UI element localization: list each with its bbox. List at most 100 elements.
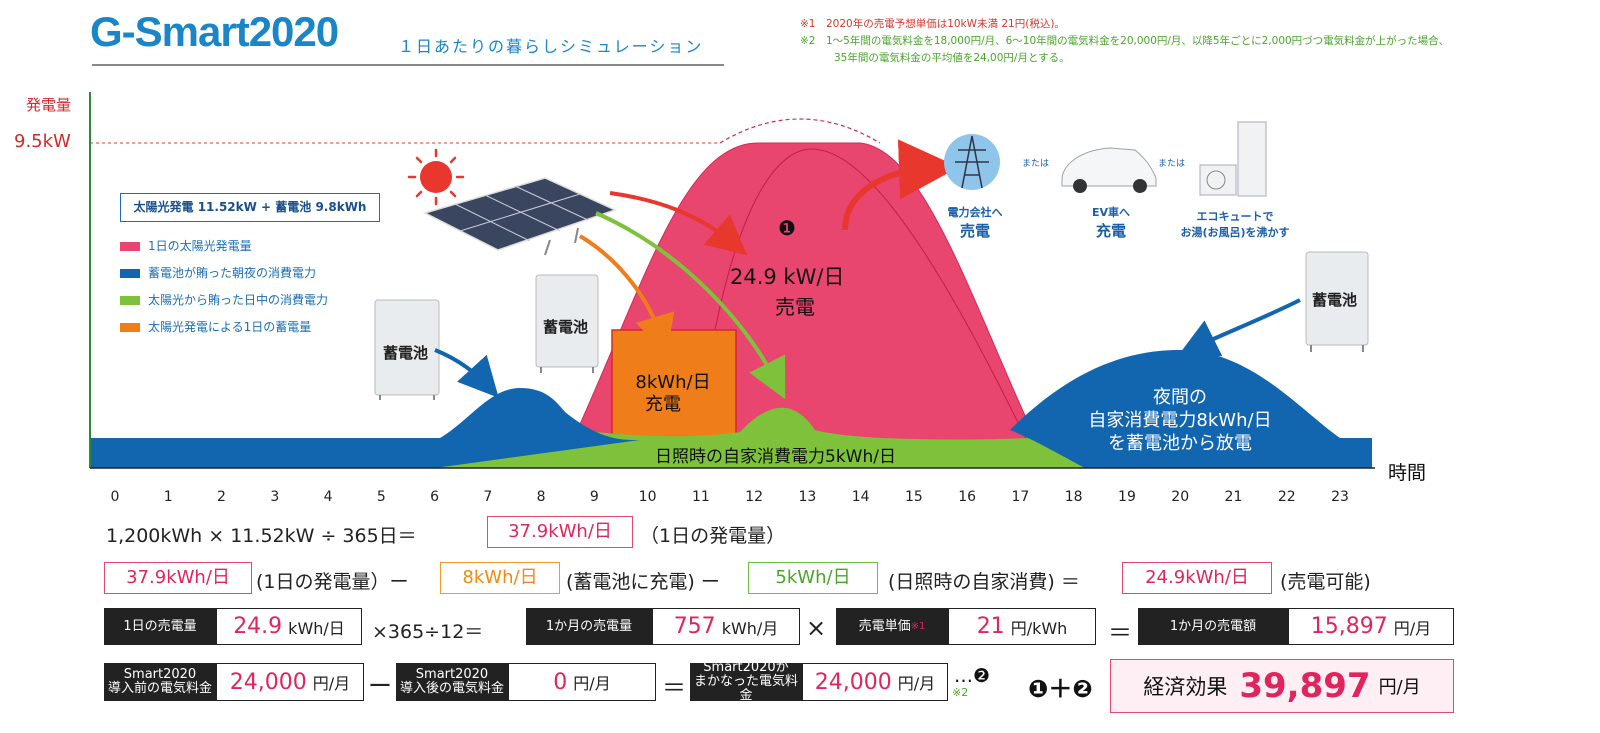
calc-row2-sellable-note: (売電可能) (1280, 571, 1371, 593)
night-use-line-3: を蓄電池から放電 (1108, 433, 1252, 454)
page-subtitle: １日あたりの暮らしシミュレーション (398, 37, 704, 56)
legend-label: 太陽光から賄った日中の消費電力 (148, 293, 329, 307)
generation-cap-dashed (719, 118, 881, 144)
x-tick-label: 4 (323, 489, 333, 505)
day-use-label: 日照時の自家消費電力5kWh/日 (655, 447, 896, 467)
series-night-consumption-area (90, 388, 640, 468)
sum-label: ❶＋❷ (1028, 675, 1093, 703)
battery-label-middle: 蓄電池 (543, 318, 589, 336)
use-ev-line-2: 充電 (1095, 222, 1126, 240)
after-cost-label-2: 導入後の電気料金 (399, 681, 504, 696)
x-tick-label: 18 (1064, 489, 1083, 505)
x-tick-label: 8 (536, 489, 546, 505)
use-eco-cute: エコキュートで お湯(お風呂)を沸かす (1170, 208, 1300, 240)
calc-row1-value: 37.9kWh/日 (487, 516, 633, 548)
monthly-income-value: 15,897 円/月 (1288, 608, 1454, 645)
legend-label: 1日の太陽光発電量 (148, 239, 252, 253)
or-label-2: または (1158, 159, 1186, 169)
night-use-label: 夜間の 自家消費電力8kWh/日 を蓄電池から放電 (1060, 386, 1300, 455)
calc-row2-generation-note: (1日の発電量）ー (256, 571, 409, 593)
before-cost-number: 24,000 (229, 669, 307, 695)
economic-effect-unit: 円/月 (1378, 677, 1421, 698)
economic-effect-box: 経済効果 39,897 円/月 (1110, 659, 1454, 713)
x-tick-label: 15 (904, 489, 923, 505)
marker-1: ❶ (778, 216, 796, 240)
arrow-to-day-use (595, 211, 786, 400)
op-annualize: ×365÷12＝ (372, 621, 484, 643)
battery-label-right: 蓄電池 (1312, 291, 1358, 309)
daily-sell-unit: kWh/日 (288, 618, 345, 638)
night-use-line-2: 自家消費電力8kWh/日 (1088, 410, 1272, 431)
legend-label: 太陽光発電による1日の蓄電量 (148, 320, 312, 334)
marker-2-note: ※2 (952, 686, 969, 699)
x-tick-label: 14 (851, 489, 870, 505)
before-cost-label-1: Smart2020 (123, 667, 197, 682)
op-equals-row4: ＝ (662, 674, 686, 702)
daily-sell-number: 24.9 (233, 614, 283, 639)
legend-label: 蓄電池が賄った朝夜の消費電力 (148, 266, 317, 280)
battery-icon-left (374, 299, 440, 400)
sun-icon (407, 148, 465, 206)
x-tick-label: 20 (1171, 489, 1190, 505)
monthly-sell-value: 757 kWh/月 (652, 608, 800, 645)
unit-price-text: 売電単価 (858, 618, 911, 634)
before-cost-unit: 円/月 (312, 674, 351, 693)
before-cost-value: 24,000 円/月 (216, 663, 364, 701)
y-max-label: 9.5kW (14, 131, 71, 152)
x-tick-label: 21 (1224, 489, 1243, 505)
x-tick-label: 13 (798, 489, 817, 505)
op-multiply: × (806, 614, 827, 642)
eco-cute-icon (1199, 121, 1267, 197)
charge-sub-label: 充電 (645, 394, 681, 415)
covered-cost-number: 24,000 (814, 669, 892, 695)
arrow-to-charge (578, 234, 675, 356)
monthly-sell-number: 757 (673, 614, 716, 639)
x-tick-label: 2 (217, 489, 226, 505)
x-tick-label: 16 (958, 489, 977, 505)
after-cost-label: Smart2020 導入後の電気料金 (396, 663, 508, 701)
use-ev: EV車へ 充電 (1066, 204, 1156, 241)
unit-price-label: 売電単価 ※1 (836, 608, 948, 645)
legend: 1日の太陽光発電量 蓄電池が賄った朝夜の消費電力 太陽光から賄った日中の消費電力… (120, 238, 328, 335)
ev-car-icon (1061, 147, 1157, 193)
use-eco-line-2: お湯(お風呂)を沸かす (1180, 226, 1290, 239)
x-tick-label: 23 (1331, 489, 1349, 505)
series-night-consumption-evening (1010, 350, 1372, 468)
arrow-battery-evening (1177, 298, 1301, 357)
monthly-income-number: 15,897 (1310, 614, 1388, 639)
x-tick-label: 22 (1277, 489, 1296, 505)
covered-cost-label-1: Smart2020が (703, 660, 789, 675)
x-tick-label: 9 (589, 489, 599, 505)
use-ev-line-1: EV車へ (1091, 206, 1131, 219)
x-tick-label: 3 (270, 489, 280, 505)
charge-amount-label: 8kWh/日 (635, 372, 711, 393)
note-2a: ※2 1～5年間の電気料金を18,000円/月、6～10年間の電気料金を20,0… (800, 35, 1450, 47)
note-1: ※1 2020年の売電予想単価は10kW未満 21円(税込)。 (800, 18, 1065, 30)
sell-sub-label: 売電 (775, 295, 815, 319)
use-grid-line-2: 売電 (959, 222, 990, 240)
x-tick-label: 1 (163, 489, 173, 505)
legend-swatch (120, 323, 140, 332)
before-cost-label-2: 導入前の電気料金 (107, 681, 212, 696)
arrow-sell-out (842, 139, 959, 231)
op-equals-row3: ＝ (1108, 619, 1132, 647)
covered-cost-label: Smart2020が まかなった電気料金 (690, 660, 802, 703)
marker-2: …❷ (954, 665, 991, 687)
battery-icon-right (1305, 251, 1369, 352)
calc-row2-self-use-note: (日照時の自家消費) ＝ (888, 571, 1080, 593)
legend-swatch (120, 296, 140, 305)
x-tick-label: 6 (430, 489, 440, 505)
after-cost-unit: 円/月 (573, 674, 611, 693)
covered-cost-unit: 円/月 (897, 674, 936, 693)
x-tick-label: 19 (1118, 489, 1136, 505)
monthly-income-label: 1か月の売電額 (1138, 608, 1288, 645)
covered-cost-label-2: まかなった電気料金 (693, 674, 798, 703)
unit-price-unit: 円/kWh (1010, 618, 1068, 638)
use-eco-line-1: エコキュートで (1196, 210, 1274, 223)
after-cost-number: 0 (553, 669, 568, 695)
monthly-sell-label: 1か月の売電量 (526, 608, 652, 645)
battery-label-left: 蓄電池 (383, 344, 429, 362)
x-tick-label: 11 (691, 489, 710, 505)
sell-amount-label: 24.9 kW/日 (730, 265, 845, 289)
